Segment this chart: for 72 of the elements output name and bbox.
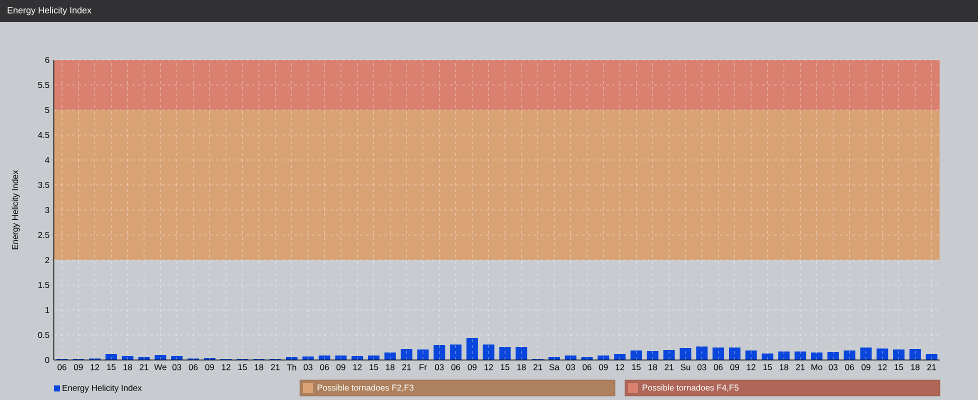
y-tick-label: 4.5 (38, 132, 50, 138)
x-tick-label: 18 (386, 364, 395, 370)
y-tick-label: 5 (45, 107, 50, 113)
x-tick-label: 06 (714, 364, 723, 370)
x-tick-label: 06 (451, 364, 460, 370)
x-tick-label: 21 (796, 364, 805, 370)
y-tick-label: 0.5 (38, 332, 50, 338)
x-tick-label: Mo (812, 364, 822, 370)
x-tick-label: 03 (434, 364, 444, 370)
legend-label: Possible tornadoes F4,F5 (642, 384, 739, 392)
x-tick-label: 09 (468, 364, 477, 370)
x-tick-label: 09 (74, 364, 83, 370)
x-tick-label: 21 (927, 364, 936, 370)
x-tick-label: 15 (238, 364, 247, 370)
y-tick-label: 3.5 (38, 182, 50, 188)
x-tick-label: 09 (205, 364, 214, 370)
x-tick-label: 15 (894, 364, 904, 370)
x-tick-label: 18 (911, 364, 920, 370)
x-tick-label: 12 (484, 364, 493, 370)
x-tick-label: We (154, 364, 166, 370)
x-tick-label: 12 (353, 364, 362, 370)
x-tick-label: 15 (107, 364, 116, 370)
x-tick-label: 03 (566, 364, 575, 370)
x-tick-label: 18 (648, 364, 658, 370)
x-tick-label: 21 (270, 364, 280, 370)
legend-label: Energy Helicity Index (62, 384, 142, 393)
legend-label: Possible tornadoes F2,F3 (318, 384, 414, 392)
x-tick-label: 06 (845, 364, 854, 370)
y-tick-label: 0 (45, 357, 50, 364)
y-tick-label: 4 (45, 157, 50, 163)
x-tick-label: Th (286, 364, 296, 370)
y-axis-title: Energy Helicity Index (12, 170, 20, 250)
x-tick-label: 03 (304, 364, 312, 370)
x-tick-label: 18 (254, 364, 264, 370)
y-tick-label: 5.5 (38, 82, 50, 88)
x-tick-label: 21 (664, 364, 674, 370)
x-tick-label: 15 (632, 364, 641, 370)
x-tick-label: 18 (124, 364, 132, 370)
x-tick-label: 18 (517, 364, 526, 370)
x-tick-label: 15 (370, 364, 378, 370)
x-tick-label: 12 (90, 364, 100, 370)
y-tick-label: 2 (45, 257, 50, 263)
x-tick-label: 21 (534, 364, 542, 370)
x-tick-label: 21 (140, 364, 148, 370)
x-tick-label: 12 (222, 364, 230, 370)
y-tick-label: 1.5 (38, 282, 50, 288)
y-tick-label: 3 (45, 207, 50, 214)
x-tick-label: 12 (747, 364, 756, 370)
x-tick-label: 15 (500, 364, 510, 370)
x-tick-label: Sa (549, 364, 560, 370)
x-tick-label: 06 (58, 364, 66, 370)
x-tick-label: 06 (320, 364, 329, 370)
x-tick-label: 21 (402, 364, 411, 370)
x-tick-label: 06 (188, 364, 198, 370)
x-tick-label: 09 (862, 364, 870, 370)
x-tick-label: 12 (616, 364, 624, 370)
x-tick-label: 06 (582, 364, 592, 370)
x-tick-label: 03 (697, 364, 706, 370)
x-tick-label: 18 (780, 364, 788, 370)
chart-title: Energy Helicity Index (8, 6, 92, 16)
x-tick-label: 09 (336, 364, 346, 370)
x-tick-label: 12 (878, 364, 887, 370)
x-tick-label: 15 (763, 364, 772, 370)
x-tick-label: 03 (172, 364, 182, 370)
x-tick-label: 03 (828, 364, 838, 370)
y-tick-label: 6 (45, 56, 50, 64)
x-tick-label: Su (680, 364, 690, 370)
x-tick-label: Fr (420, 364, 427, 370)
x-tick-label: 09 (599, 364, 608, 370)
x-tick-label: 09 (730, 364, 740, 370)
y-tick-label: 2.5 (38, 232, 50, 238)
y-tick-label: 1 (46, 307, 50, 313)
